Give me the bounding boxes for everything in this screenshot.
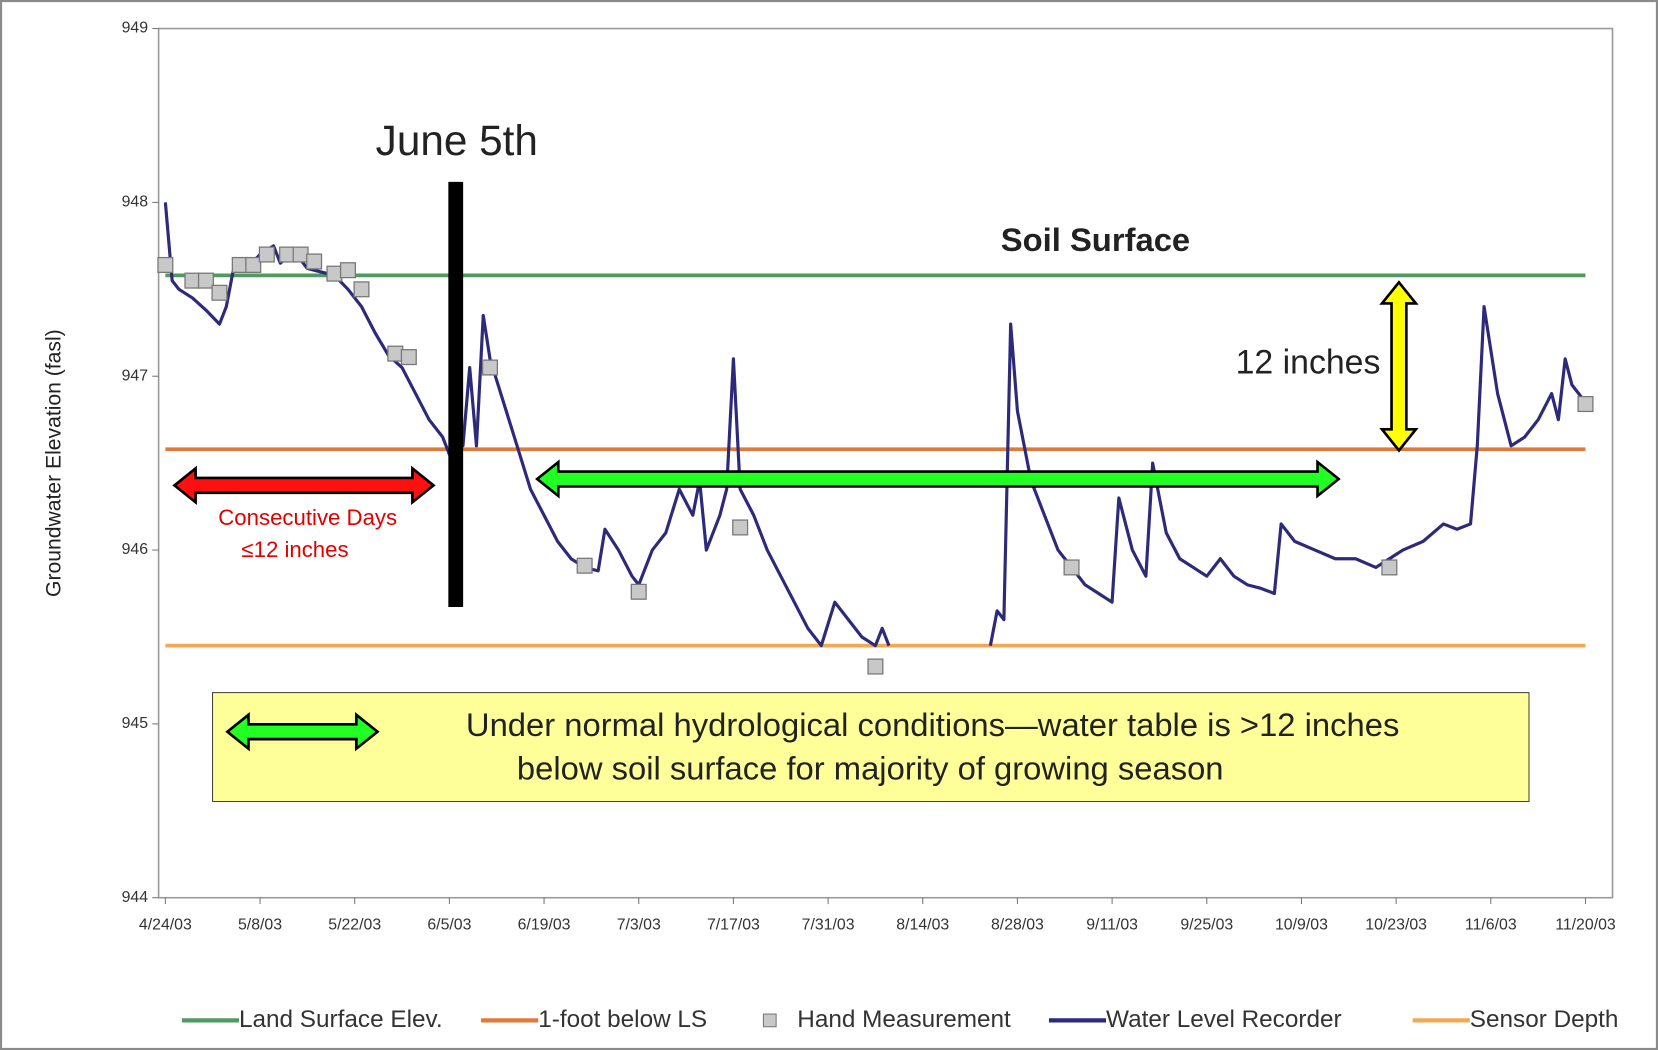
annotation: ≤12 inches xyxy=(241,537,348,562)
arrow xyxy=(1379,280,1419,453)
legend-label: Hand Measurement xyxy=(797,1006,1011,1033)
x-tick-label: 6/5/03 xyxy=(427,916,471,933)
legend-label: 1-foot below LS xyxy=(538,1006,707,1033)
annotation: below soil surface for majority of growi… xyxy=(517,750,1224,787)
hand-measurement xyxy=(387,345,404,362)
x-tick-label: 5/8/03 xyxy=(238,916,282,933)
hand-measurement xyxy=(1381,559,1398,576)
hand-measurement xyxy=(245,256,262,274)
x-tick-label: 11/6/03 xyxy=(1465,916,1517,933)
y-tick-label: 948 xyxy=(122,194,149,211)
hand-measurement xyxy=(231,256,248,274)
y-tick-label: 944 xyxy=(122,889,149,906)
legend-label: Land Surface Elev. xyxy=(239,1006,443,1033)
hand-measurement xyxy=(576,557,593,574)
hand-measurement xyxy=(481,359,499,376)
hand-measurement xyxy=(1063,559,1080,576)
y-tick-label: 946 xyxy=(122,541,149,558)
x-tick-label: 7/3/03 xyxy=(617,916,661,933)
x-tick-label: 10/9/03 xyxy=(1275,916,1328,933)
x-tick-label: 6/19/03 xyxy=(518,916,571,933)
arrow xyxy=(535,459,1341,499)
legend-swatch xyxy=(762,1013,777,1028)
annotation: Under normal hydrological conditions—wat… xyxy=(466,706,1399,743)
y-tick-label: 945 xyxy=(122,715,149,732)
marks xyxy=(157,202,1594,675)
legend: Land Surface Elev. 1-foot below LS Hand Me… xyxy=(181,1006,1619,1033)
x-tick-label: 9/25/03 xyxy=(1180,916,1233,933)
legend-label: Water Level Recorder xyxy=(1106,1006,1342,1033)
hand-measurement xyxy=(326,265,343,282)
hand-measurement xyxy=(1577,396,1594,413)
legend-label: Sensor Depth xyxy=(1470,1006,1619,1033)
x-tick-label: 7/31/03 xyxy=(802,916,855,933)
hand-measurement xyxy=(353,281,370,298)
hand-measurement xyxy=(258,246,275,263)
annotation: Soil Surface xyxy=(1001,221,1190,258)
x-tick-label: 8/28/03 xyxy=(991,916,1044,933)
hand-measurement xyxy=(184,272,201,289)
hand-measurement xyxy=(339,262,356,279)
y-axis-label: Groundwater Elevation (fasl) xyxy=(43,329,66,597)
hand-measurement xyxy=(211,284,228,301)
hand-measurement xyxy=(630,583,647,600)
x-tick-label: 9/11/03 xyxy=(1086,916,1138,933)
hand-measurement xyxy=(279,246,296,263)
annotation: June 5th xyxy=(376,117,538,164)
hand-measurement xyxy=(306,253,323,270)
y-tick-label: 947 xyxy=(122,367,149,384)
x-tick-label: 4/24/03 xyxy=(139,916,192,933)
x-tick-label: 11/20/03 xyxy=(1555,916,1616,933)
hand-measurement xyxy=(292,246,309,263)
hand-measurement xyxy=(197,272,214,289)
x-tick-label: 7/17/03 xyxy=(707,916,760,933)
annotation: 12 inches xyxy=(1236,344,1381,382)
hand-measurement xyxy=(157,256,174,274)
arrow xyxy=(172,465,436,506)
y-tick-label: 949 xyxy=(122,20,149,37)
hand-measurement xyxy=(867,658,884,675)
hand-measurement xyxy=(400,349,417,366)
note-box xyxy=(212,692,1530,803)
arrow xyxy=(225,712,380,752)
x-tick-label: 10/23/03 xyxy=(1365,916,1427,933)
annotation: Consecutive Days xyxy=(218,505,397,530)
x-tick-label: 5/22/03 xyxy=(328,916,381,933)
x-tick-label: 8/14/03 xyxy=(896,916,949,933)
hand-measurement xyxy=(732,519,749,536)
